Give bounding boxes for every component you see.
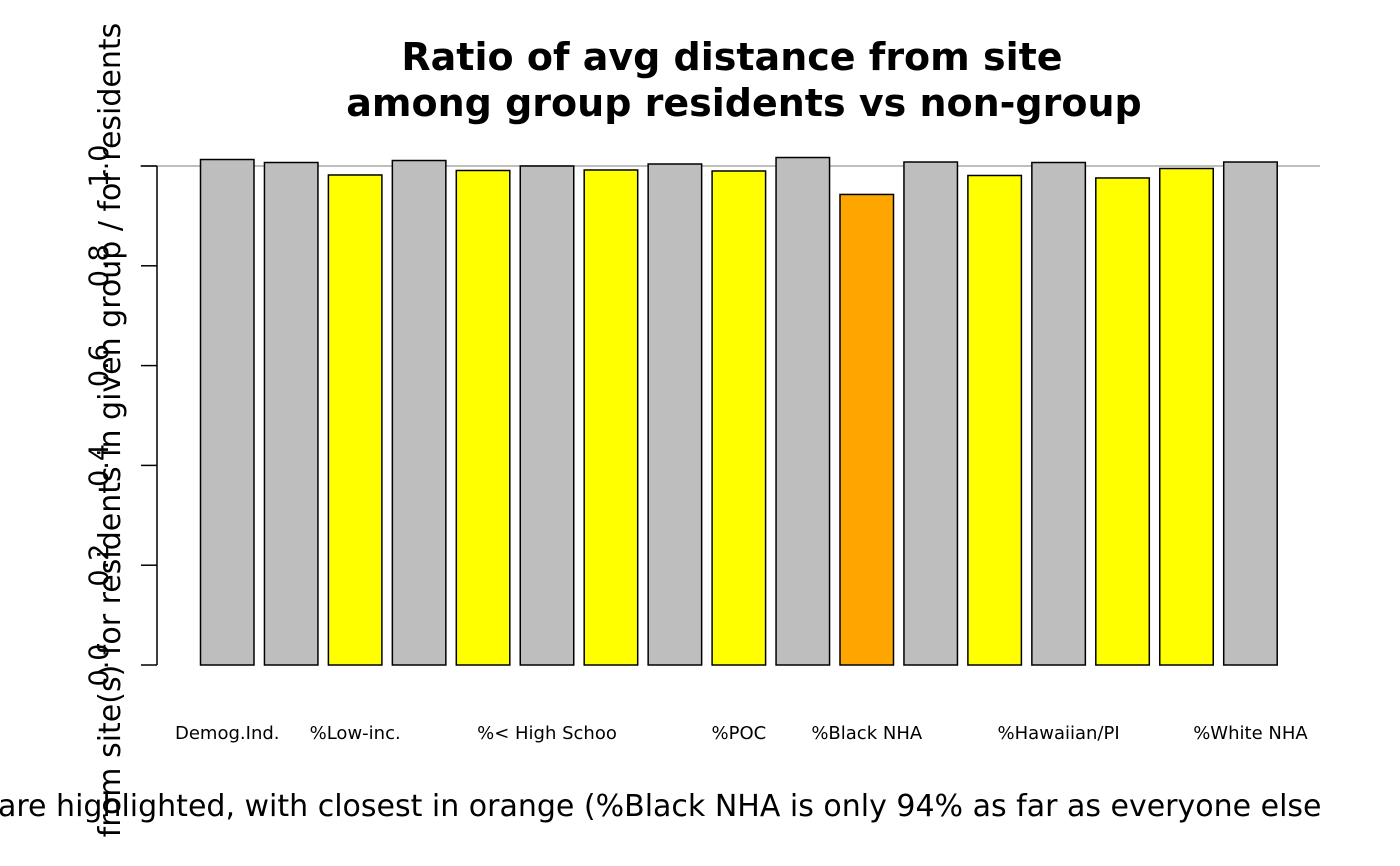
bar-5	[519, 165, 575, 666]
bar-4	[455, 169, 511, 666]
bar-0	[199, 158, 255, 666]
y-axis: 0.0 0.2 0.4 0.6 0.8 1.0	[84, 145, 158, 687]
y-tick-label-4: 0.8	[84, 244, 115, 287]
bar-16	[1222, 161, 1278, 666]
bar-3	[391, 159, 447, 666]
x-category-label-0: Demog.Ind.	[175, 723, 280, 744]
y-tick-label-5: 1.0	[84, 145, 115, 188]
bar-9	[775, 156, 831, 666]
x-category-label-3: %POC	[711, 723, 766, 744]
x-category-label-6: %White NHA	[1193, 723, 1308, 744]
y-tick-label-1: 0.2	[84, 544, 115, 587]
bar-2	[327, 174, 383, 666]
x-category-label-1: %Low-inc.	[310, 723, 401, 744]
bar-12	[967, 174, 1023, 666]
chart-title-line2: among group residents vs non-group	[346, 81, 1141, 125]
chart-title-line1: Ratio of avg distance from site	[401, 35, 1062, 79]
x-category-label-5: %Hawaiian/PI	[998, 723, 1120, 744]
bar-11	[903, 161, 959, 666]
x-axis-labels: Demog.Ind. %Low-inc. %< High Schoo %POC %Bla…	[175, 723, 1308, 744]
bar-1	[263, 161, 319, 666]
bar-8	[711, 170, 767, 666]
y-tick-label-0: 0.0	[84, 644, 115, 687]
bar-6	[583, 169, 639, 666]
x-axis-title: are highlighted, with closest in orange …	[0, 789, 1322, 824]
bar-7	[647, 163, 703, 666]
y-axis-title: from site(s) for residents in given grou…	[93, 23, 128, 838]
bar-14	[1095, 177, 1151, 666]
bars-group	[199, 156, 1278, 666]
bar-10	[839, 193, 895, 666]
x-category-label-4: %Black NHA	[811, 723, 923, 744]
y-tick-label-2: 0.4	[84, 444, 115, 487]
x-category-label-2: %< High Schoo	[477, 723, 617, 744]
bar-13	[1031, 161, 1087, 666]
bar-15	[1159, 167, 1214, 666]
y-tick-label-3: 0.6	[84, 344, 115, 387]
